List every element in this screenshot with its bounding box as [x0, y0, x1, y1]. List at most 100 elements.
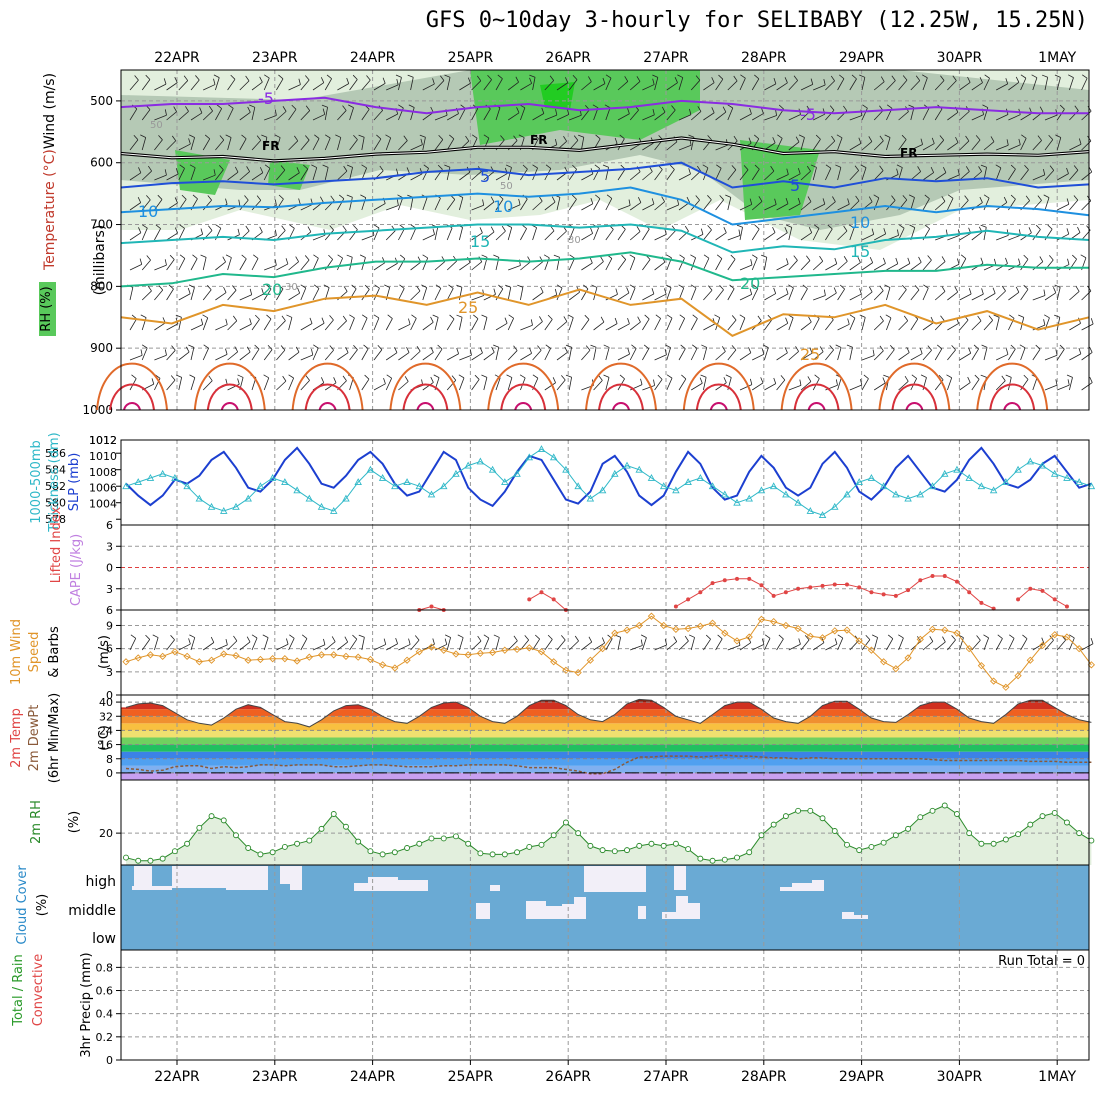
upper-wind-barb: [399, 254, 406, 260]
surface-wind-barb: [358, 634, 365, 638]
upper-wind-barb: [690, 111, 702, 121]
upper-wind-barb: [459, 227, 463, 241]
upper-wind-barb: [155, 224, 161, 229]
thickness-marker: [672, 486, 680, 494]
top-date-label: 28APR: [741, 50, 787, 66]
upper-wind-barb: [239, 258, 247, 271]
wind-speed-marker: [1014, 672, 1022, 680]
upper-wind-barb: [289, 224, 295, 229]
temperature-contour-30: [585, 362, 657, 411]
upper-wind-barb: [398, 197, 404, 211]
upper-wind-barb: [202, 138, 211, 151]
upper-wind-barb: [800, 260, 811, 271]
upper-wind-barb: [387, 314, 393, 319]
surface-wind-barb: [432, 638, 435, 645]
upper-wind-barb: [654, 261, 666, 271]
wind-speed-marker: [672, 625, 680, 633]
top-date-label: 25APR: [448, 50, 494, 66]
upper-wind-barb: [731, 345, 737, 351]
cloud-clear: [646, 866, 664, 892]
upper-wind-barb: [446, 379, 457, 391]
surface-wind-barb: [947, 639, 956, 651]
upper-wind-barb: [444, 74, 451, 78]
upper-wind-barb: [947, 174, 960, 181]
upper-wind-barb: [296, 167, 300, 173]
upper-wind-barb: [968, 288, 972, 295]
wind-speed-marker: [146, 651, 155, 659]
upper-wind-barb: [516, 107, 520, 113]
upper-wind-barb: [544, 230, 555, 241]
upper-wind-barb: [300, 259, 310, 271]
upper-wind-barb: [204, 134, 211, 140]
upper-wind-barb: [595, 194, 601, 199]
upper-wind-barb: [959, 171, 970, 181]
thickness-marker: [1002, 478, 1010, 486]
surface-wind-barb: [1090, 637, 1094, 644]
upper-wind-barb: [154, 174, 167, 181]
cloud-clear: [824, 866, 944, 892]
temperature-band: [121, 772, 1089, 780]
upper-wind-barb: [175, 374, 182, 378]
y-axis-label-thickness: 1000-500mb: [29, 440, 44, 524]
upper-wind-barb: [776, 322, 788, 331]
upper-wind-barb: [358, 134, 365, 138]
upper-wind-barb: [495, 173, 508, 181]
wind-speed-marker: [122, 658, 130, 666]
upper-wind-barb: [629, 287, 636, 301]
upper-wind-barb: [129, 139, 139, 151]
upper-wind-barb: [661, 196, 665, 202]
upper-wind-barb: [873, 110, 884, 121]
upper-wind-barb: [848, 224, 855, 229]
upper-wind-barb: [483, 377, 488, 391]
upper-wind-barb: [234, 166, 239, 173]
upper-wind-barb: [178, 143, 191, 151]
upper-wind-barb: [373, 138, 382, 151]
upper-wind-barb: [324, 349, 334, 361]
upper-wind-barb: [133, 135, 139, 140]
cloud-block: [792, 883, 812, 891]
upper-wind-barb: [312, 347, 319, 361]
upper-wind-barb: [157, 194, 163, 200]
temperature-contour-40: [514, 402, 533, 411]
upper-wind-barb: [249, 318, 252, 325]
upper-wind-barb: [748, 347, 752, 354]
upper-wind-barb: [312, 322, 325, 331]
upper-wind-barb: [849, 293, 862, 301]
thickness-marker: [659, 482, 668, 490]
upper-wind-barb: [230, 74, 236, 80]
upper-wind-barb: [288, 172, 300, 181]
upper-wind-barb: [190, 137, 195, 151]
upper-wind-barb: [213, 78, 216, 85]
upper-wind-barb: [751, 201, 763, 211]
upper-wind-barb: [849, 347, 853, 361]
upper-wind-barb: [617, 353, 630, 361]
upper-wind-barb: [776, 203, 789, 211]
surface-wind-barb: [664, 639, 667, 646]
surface-wind-barb: [507, 640, 518, 651]
wind-speed-marker: [220, 650, 228, 658]
upper-wind-barb: [788, 287, 794, 301]
upper-wind-barb: [154, 199, 163, 211]
top-date-label: 23APR: [252, 50, 298, 66]
upper-wind-barb: [593, 380, 603, 391]
wind-speed-marker: [488, 648, 497, 657]
upper-wind-barb: [202, 348, 209, 361]
upper-wind-barb: [179, 254, 186, 259]
upper-wind-barb: [337, 198, 345, 211]
surface-wind-barb: [493, 634, 500, 638]
upper-wind-barb: [263, 318, 272, 331]
upper-wind-barb: [1044, 114, 1058, 121]
upper-wind-barb: [422, 287, 428, 301]
upper-wind-barb: [886, 287, 891, 301]
upper-wind-barb: [605, 107, 611, 121]
upper-wind-barb: [396, 78, 399, 86]
upper-wind-barb: [483, 231, 495, 241]
upper-wind-barb: [578, 134, 584, 138]
upper-wind-barb: [300, 110, 311, 121]
temperature-band: [121, 699, 1089, 703]
upper-wind-barb: [561, 375, 566, 381]
upper-wind-barb: [398, 228, 405, 241]
upper-wind-barb: [959, 352, 971, 361]
y-axis-unit: (%): [67, 811, 82, 834]
upper-wind-barb: [785, 197, 789, 204]
